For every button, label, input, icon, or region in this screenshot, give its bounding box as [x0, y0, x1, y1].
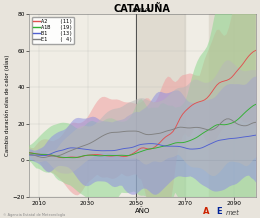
Text: ANUAL: ANUAL: [132, 9, 153, 14]
Title: CATALUÑA: CATALUÑA: [114, 4, 171, 14]
Bar: [210, 14, 258, 197]
Text: A: A: [203, 207, 209, 216]
Bar: [136, 14, 185, 197]
X-axis label: AÑO: AÑO: [135, 207, 150, 214]
Text: © Agencia Estatal de Meteorología: © Agencia Estatal de Meteorología: [3, 213, 65, 217]
Text: met: met: [226, 210, 240, 216]
Text: E: E: [216, 207, 222, 216]
Legend: A2    (11), A1B   (19), B1    (13), E1    ( 4): A2 (11), A1B (19), B1 (13), E1 ( 4): [32, 17, 74, 44]
Y-axis label: Cambio duración olas de calor (días): Cambio duración olas de calor (días): [4, 55, 10, 156]
